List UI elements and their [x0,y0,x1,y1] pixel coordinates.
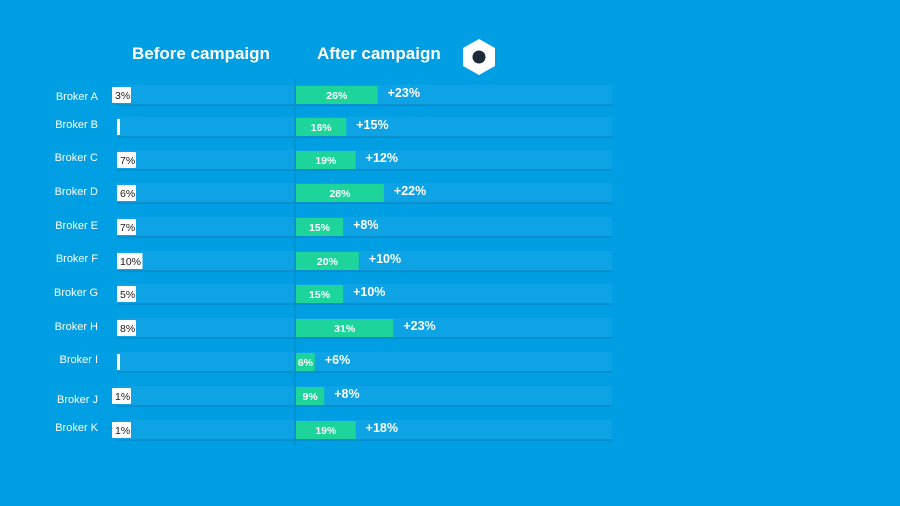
after-value-label: 15% [309,222,331,234]
after-value-label: 31% [334,323,356,335]
after-row-band [296,386,612,406]
change-label: +22% [394,184,426,198]
change-label: +8% [334,387,359,401]
change-label: +18% [366,421,398,435]
after-value-label: 26% [326,90,348,102]
after-value-label: 19% [315,425,337,437]
category-label: Broker D [55,186,98,198]
change-label: +10% [369,252,401,266]
before-bar [117,119,120,135]
after-value-label: 16% [311,122,333,134]
before-row-band [117,284,295,304]
change-label: +23% [388,86,420,100]
after-value-label: 20% [317,256,339,268]
after-bar [296,86,378,104]
change-label: +6% [325,353,350,367]
change-label: +23% [403,319,435,333]
category-label: Broker K [55,422,98,434]
after-bar [296,252,359,270]
before-value-label: 5% [120,289,135,301]
before-value-box [117,320,136,336]
before-campaign-header: Before campaign [132,44,270,63]
change-label: +12% [366,151,398,165]
after-bar [296,387,325,405]
after-row-band [296,150,612,170]
after-bar [296,184,384,202]
category-label: Broker E [55,220,98,232]
after-value-label: 6% [298,357,314,369]
before-value-label: 7% [120,222,135,234]
before-row-band [117,318,295,338]
before-value-box [112,87,131,103]
before-row-band [117,117,295,137]
logo-icon [463,39,495,75]
after-row-band [296,420,612,440]
after-bar [296,118,347,136]
before-value-box [112,388,131,404]
before-value-label: 10% [120,256,141,268]
after-bar [296,421,356,439]
category-label: Broker A [56,91,99,103]
before-value-label: 7% [120,155,135,167]
after-row-band [296,251,612,271]
category-label: Broker H [55,321,98,333]
before-row-band [117,386,295,406]
category-label: Broker C [55,152,98,164]
category-label: Broker B [55,119,98,131]
after-value-label: 19% [315,155,337,167]
category-label: Broker F [56,253,98,265]
change-label: +8% [353,218,378,232]
after-bar [296,151,356,169]
before-value-box [117,185,136,201]
before-row-band [117,420,295,440]
after-bar [296,285,344,303]
after-bar [296,353,315,371]
before-row-band [117,352,295,372]
after-row-band [296,117,612,137]
before-row-band [117,183,295,203]
after-row-band [296,217,612,237]
category-label: Broker I [59,354,98,366]
before-value-label: 1% [115,391,130,403]
after-value-label: 9% [303,391,319,403]
before-row-band [117,217,295,237]
before-row-band [117,85,295,105]
after-row-band [296,352,612,372]
before-value-box [117,219,136,235]
category-label: Broker J [57,394,98,406]
before-value-label: 1% [115,425,130,437]
category-label: Broker G [54,287,98,299]
after-value-label: 15% [309,289,331,301]
before-value-label: 8% [120,323,135,335]
before-value-label: 6% [120,188,135,200]
after-campaign-header: After campaign [317,44,441,63]
before-value-box [117,253,143,269]
before-value-label: 3% [115,90,130,102]
change-label: +15% [356,118,388,132]
before-bar [117,354,120,370]
before-value-box [117,286,136,302]
after-bar [296,218,344,236]
before-value-box [112,422,131,438]
before-value-box [117,152,136,168]
after-bar [296,319,394,337]
after-row-band [296,284,612,304]
before-row-band [117,251,295,271]
change-label: +10% [353,285,385,299]
before-row-band [117,150,295,170]
after-value-label: 28% [329,188,351,200]
